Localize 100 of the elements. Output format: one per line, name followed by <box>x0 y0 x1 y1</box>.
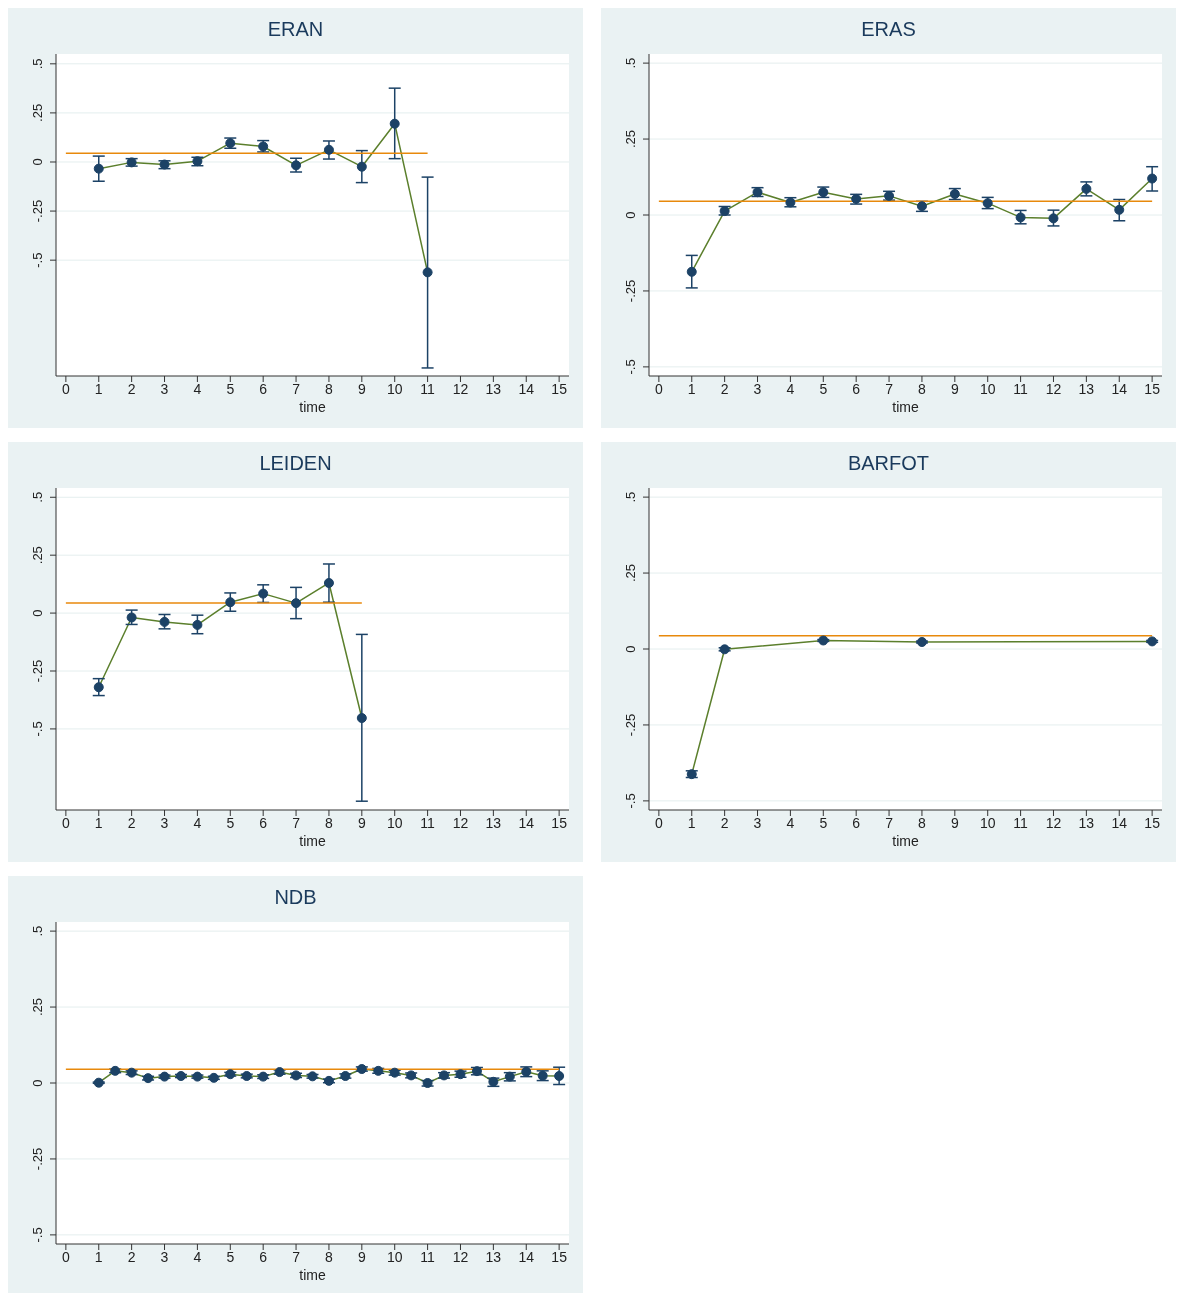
x-tick-label: 7 <box>885 380 894 397</box>
y-tick-label: .25 <box>30 998 45 1017</box>
chart-title: ERAS <box>860 18 917 42</box>
x-tick-label: 4 <box>786 814 795 831</box>
point <box>554 1071 565 1082</box>
x-tick-label: 7 <box>292 814 301 831</box>
x-tick-label: 10 <box>979 380 996 397</box>
point <box>1048 213 1059 224</box>
x-tick-label: 11 <box>1013 380 1029 397</box>
y-tick-label: .25 <box>623 564 638 583</box>
x-tick-label: 1 <box>687 814 696 831</box>
point <box>258 1071 269 1082</box>
y-tick-label: 0 <box>30 158 45 166</box>
y-tick-label: 0 <box>30 1079 45 1087</box>
x-tick-label: 11 <box>420 380 436 397</box>
x-tick-label: 14 <box>518 380 535 397</box>
x-tick-label: 6 <box>259 380 268 397</box>
chart-title: BARFOT <box>846 452 931 476</box>
chart-title: LEIDEN <box>258 452 333 476</box>
x-tick-label: 8 <box>325 814 334 831</box>
point <box>340 1071 351 1082</box>
x-tick-label: 1 <box>687 380 696 397</box>
point <box>258 588 269 599</box>
point <box>241 1071 252 1082</box>
x-tick-label: 10 <box>979 814 996 831</box>
x-tick-label: 15 <box>551 380 568 397</box>
x-tick-label: 13 <box>1078 814 1095 831</box>
x-tick-label: 0 <box>654 814 663 831</box>
x-tick-label: 5 <box>819 814 828 831</box>
x-tick-label: 15 <box>551 814 568 831</box>
x-tick-label: 11 <box>420 814 436 831</box>
point <box>323 577 334 588</box>
x-tick-label: 12 <box>1045 380 1062 397</box>
x-tick-label: 8 <box>918 814 927 831</box>
x-tick-label: 5 <box>226 380 235 397</box>
point <box>356 1064 367 1075</box>
x-tick-label: 15 <box>1144 380 1161 397</box>
x-tick-label: 2 <box>720 814 729 831</box>
x-tick-label: 9 <box>950 814 959 831</box>
x-tick-label: 10 <box>386 380 403 397</box>
x-tick-label: 4 <box>193 380 202 397</box>
x-tick-label: 13 <box>485 814 502 831</box>
point <box>93 1077 104 1088</box>
x-tick-label: 3 <box>160 1248 169 1265</box>
point <box>307 1071 318 1082</box>
x-tick-label: 12 <box>452 814 469 831</box>
y-tick-label: -.25 <box>623 713 638 737</box>
point <box>356 161 367 172</box>
point <box>686 266 697 277</box>
x-tick-label: 3 <box>160 380 169 397</box>
x-tick-label: 9 <box>357 380 366 397</box>
point <box>916 637 927 648</box>
y-tick-label: -.25 <box>30 659 45 683</box>
point <box>225 1069 236 1080</box>
y-tick-label: .5 <box>30 925 45 937</box>
x-tick-label: 7 <box>885 814 894 831</box>
x-tick-label: 2 <box>127 380 136 397</box>
y-tick-label: .5 <box>623 491 638 503</box>
x-tick-label: 15 <box>1144 814 1161 831</box>
point <box>159 1071 170 1082</box>
x-tick-label: 13 <box>1078 380 1095 397</box>
point <box>143 1073 154 1084</box>
x-tick-label: 1 <box>94 380 103 397</box>
y-tick-label: -.5 <box>623 359 638 375</box>
x-tick-label: 14 <box>1111 814 1128 831</box>
y-tick-label: .25 <box>30 546 45 565</box>
x-tick-label: 0 <box>61 814 70 831</box>
y-tick-label: .25 <box>623 130 638 149</box>
x-tick-label: 5 <box>226 814 235 831</box>
x-tick-label: 5 <box>819 380 828 397</box>
x-tick-label: 2 <box>127 1248 136 1265</box>
x-tick-label: 8 <box>325 1248 334 1265</box>
point <box>356 713 367 724</box>
x-tick-label: 0 <box>654 380 663 397</box>
x-tick-label: 10 <box>386 814 403 831</box>
point <box>1147 173 1158 184</box>
x-tick-label: 3 <box>753 380 762 397</box>
x-tick-label: 10 <box>386 1248 403 1265</box>
y-tick-label: 0 <box>623 645 638 653</box>
x-axis-title: time <box>892 833 919 849</box>
point <box>208 1072 219 1083</box>
point <box>192 619 203 630</box>
y-tick-label: -.5 <box>30 1227 45 1243</box>
x-tick-label: 7 <box>292 380 301 397</box>
x-tick-label: 1 <box>94 1248 103 1265</box>
x-tick-label: 12 <box>452 1248 469 1265</box>
x-axis-title: time <box>299 399 326 415</box>
x-tick-label: 13 <box>485 1248 502 1265</box>
x-tick-label: 15 <box>551 1248 568 1265</box>
x-tick-label: 6 <box>852 380 861 397</box>
point <box>389 118 400 129</box>
x-tick-label: 8 <box>918 380 927 397</box>
x-tick-label: 14 <box>518 1248 535 1265</box>
point <box>93 682 104 693</box>
y-tick-label: -.5 <box>623 793 638 809</box>
x-tick-label: 8 <box>325 380 334 397</box>
x-axis-title: time <box>892 399 919 415</box>
y-tick-label: .5 <box>30 58 45 70</box>
x-tick-label: 7 <box>292 1248 301 1265</box>
y-tick-label: .5 <box>30 491 45 503</box>
